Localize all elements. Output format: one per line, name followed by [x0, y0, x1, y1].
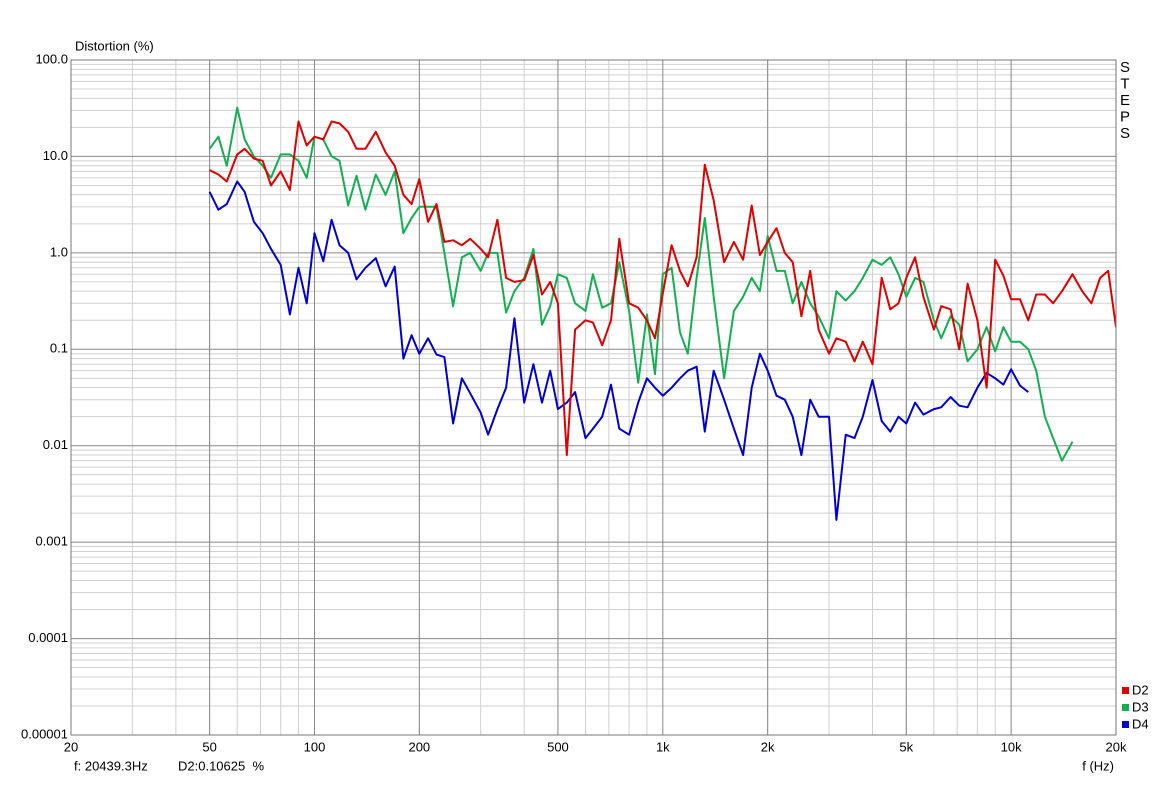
legend-swatch	[1122, 721, 1129, 728]
x-tick-label: 2k	[761, 739, 775, 754]
y-tick-label: 0.00001	[21, 726, 68, 741]
y-tick-label: 0.001	[35, 534, 68, 549]
x-tick-label: 10k	[1001, 739, 1022, 754]
y-tick-label: 100.0	[35, 51, 68, 66]
x-tick-label: 100	[304, 739, 326, 754]
plot	[208, 106, 1116, 521]
y-tick-label: 10.0	[43, 148, 68, 163]
side-letter: E	[1120, 92, 1130, 109]
legend-swatch	[1122, 704, 1129, 711]
y-tick-label: 0.1	[50, 341, 68, 356]
y-tick-label: 0.01	[43, 437, 68, 452]
status-readout: D2:0.10625 %	[178, 758, 264, 773]
side-letter: S	[1120, 59, 1130, 76]
side-letter: S	[1120, 125, 1130, 142]
legend-swatch	[1122, 687, 1129, 694]
x-tick-label: 5k	[899, 739, 913, 754]
x-tick-label: 500	[547, 739, 569, 754]
status-frequency: f: 20439.3Hz	[74, 758, 148, 773]
x-axis-label: f (Hz)	[1082, 758, 1114, 773]
grid	[70, 59, 1117, 736]
legend-label: D4	[1132, 716, 1149, 731]
x-tick-label: 1k	[656, 739, 670, 754]
x-tick-label: 200	[408, 739, 430, 754]
series-line	[208, 106, 1074, 462]
series-line	[209, 120, 1116, 457]
x-tick-label: 50	[202, 739, 216, 754]
series-line	[208, 180, 1029, 521]
y-axis-label: Distortion (%)	[75, 38, 154, 53]
side-letter: T	[1120, 75, 1129, 92]
plot-frame	[70, 59, 1117, 736]
legend-label: D2	[1132, 682, 1149, 697]
y-tick-label: 1.0	[50, 244, 68, 259]
legend-label: D3	[1132, 699, 1149, 714]
side-letter: P	[1120, 108, 1130, 125]
x-tick-label: 20	[64, 739, 78, 754]
x-tick-label: 20k	[1106, 739, 1127, 754]
y-tick-label: 0.0001	[28, 630, 68, 645]
